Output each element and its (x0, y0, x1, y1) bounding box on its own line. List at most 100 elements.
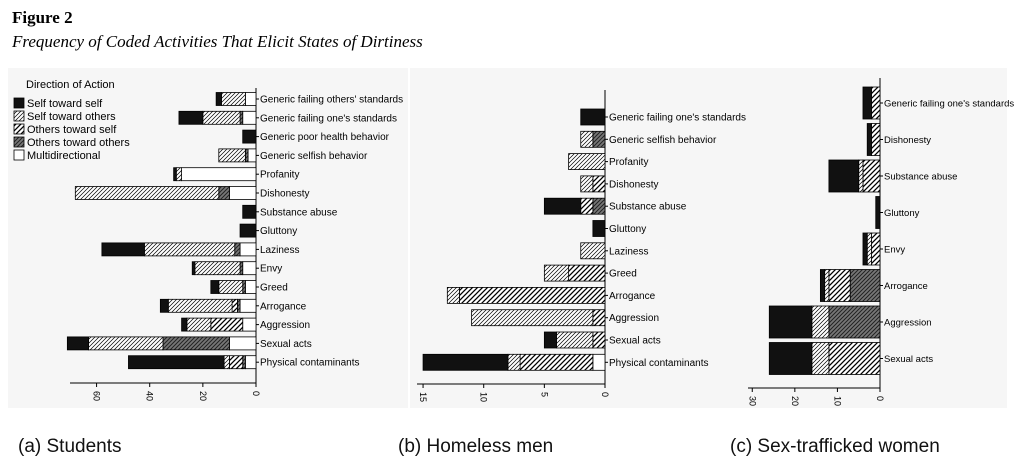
bar-segment-multi (244, 92, 257, 106)
category-label: Gluttony (609, 224, 646, 235)
bar-segment-sto (556, 331, 594, 349)
bar-segment-sto (811, 305, 830, 339)
category-label: Generic selfish behavior (260, 151, 368, 162)
bar-segment-sto (74, 186, 220, 200)
x-tick-label: 20 (198, 391, 208, 401)
bar-segment-sto (580, 130, 594, 148)
x-tick-label: 10 (479, 392, 489, 402)
bar-segment-sts (768, 305, 813, 339)
bar-segment-ots (459, 286, 606, 304)
legend-swatch-sto (13, 110, 25, 122)
bar-segment-sts (242, 129, 257, 144)
x-tick-label: 40 (145, 391, 155, 401)
bar-segment-ots (210, 317, 244, 332)
bar-segment-sts (128, 355, 225, 370)
bar-segment-ots (592, 175, 606, 193)
bar-segment-sts (191, 261, 196, 276)
bar-segment-multi (242, 317, 257, 332)
panel-b: 0 5 10 15 Generic failing one's standards Gen… (417, 90, 746, 402)
category-label: Laziness (260, 245, 299, 256)
legend-label-ots: Others toward self (27, 124, 117, 136)
category-label: Dishonesty (260, 189, 309, 200)
category-label: Substance abuse (609, 202, 687, 213)
bar-segment-sto (858, 159, 864, 193)
category-label: Profanity (260, 170, 299, 181)
legend-label-oto: Others toward others (27, 137, 130, 149)
category-label: Greed (609, 269, 637, 280)
figure-caption: Frequency of Coded Activities That Elici… (12, 32, 423, 51)
bar-segment-sto (194, 261, 241, 276)
category-label: Aggression (609, 313, 659, 324)
bar-segment-sto (175, 167, 183, 182)
bar-segment-multi (239, 298, 257, 313)
legend-title: Direction of Action (26, 79, 115, 91)
bar-segment-multi (239, 242, 257, 257)
bar-segment-ots (871, 86, 881, 120)
panel-b-background (410, 68, 740, 408)
category-label: Generic poor health behavior (260, 132, 390, 143)
category-label: Greed (260, 283, 288, 294)
bar-segment-sts (543, 331, 557, 349)
x-tick-label: 5 (539, 392, 549, 397)
legend-swatch-oto (13, 136, 25, 148)
bar-segment-sts (819, 269, 826, 302)
bar-segment-sts (66, 336, 90, 351)
bar-segment-sto (811, 342, 830, 375)
category-label: Physical contaminants (260, 358, 360, 369)
bar-segment-multi (592, 353, 606, 371)
bar-segment-multi (229, 336, 257, 351)
bar-segment-sts (866, 123, 872, 156)
bar-segment-sts (580, 108, 606, 126)
category-label: Substance abuse (884, 172, 957, 183)
panel-c-label: (c) Sex-trafficked women (730, 436, 940, 457)
legend-swatch-multi (13, 149, 25, 161)
x-tick-label: 30 (747, 396, 757, 406)
category-label: Substance abuse (260, 207, 338, 218)
x-tick-label: 0 (600, 392, 610, 397)
bar-segment-sts (101, 242, 145, 257)
bar-segment-oto (849, 269, 881, 302)
x-tick-label: 60 (92, 391, 102, 401)
x-tick-label: 0 (251, 391, 261, 396)
bar-segment-sts (242, 204, 257, 219)
bar-segment-oto (162, 336, 230, 351)
bar-segment-sts (862, 232, 868, 266)
bar-segment-ots (828, 269, 851, 302)
bar-segment-oto (828, 305, 881, 339)
legend-swatch-ots (13, 123, 25, 135)
bar-segment-oto (592, 197, 606, 215)
bar-segment-sts (422, 353, 509, 371)
bar-segment-sts (875, 196, 881, 229)
category-label: Aggression (260, 320, 310, 331)
x-tick-label: 0 (875, 396, 885, 401)
bar-segment-multi (229, 186, 257, 200)
legend-label-multi: Multidirectional (27, 150, 100, 162)
bar-segment-sto (221, 92, 246, 106)
bar-segment-sto (580, 242, 606, 260)
legend-swatch-sts (13, 97, 25, 109)
category-label: Laziness (609, 246, 648, 257)
panel-c: 0 10 20 30 Generic failing one's standards Di… (747, 78, 1014, 406)
category-label: Dishonesty (884, 135, 931, 146)
bar-segment-sto (568, 153, 606, 171)
legend-label-sts: Self toward self (27, 98, 103, 110)
bar-segment-sto (186, 317, 212, 332)
category-label: Physical contaminants (609, 358, 709, 369)
legend-label-sto: Self toward others (27, 111, 116, 123)
bar-segment-ots (519, 353, 594, 371)
bar-segment-multi (181, 167, 257, 182)
category-label: Aggression (884, 318, 932, 329)
x-tick-label: 15 (418, 392, 428, 402)
bar-segment-sto (580, 175, 594, 193)
bar-segment-sto (88, 336, 164, 351)
category-label: Gluttony (260, 226, 297, 237)
category-label: Arrogance (884, 281, 928, 292)
bar-segment-ots (592, 331, 606, 349)
bar-segment-sto (143, 242, 236, 257)
bar-segment-sts (215, 92, 222, 106)
panel-a-label: (a) Students (18, 436, 122, 457)
category-label: Arrogance (609, 291, 656, 302)
bar-segment-sto (218, 148, 246, 163)
bar-segment-sts (178, 110, 204, 125)
